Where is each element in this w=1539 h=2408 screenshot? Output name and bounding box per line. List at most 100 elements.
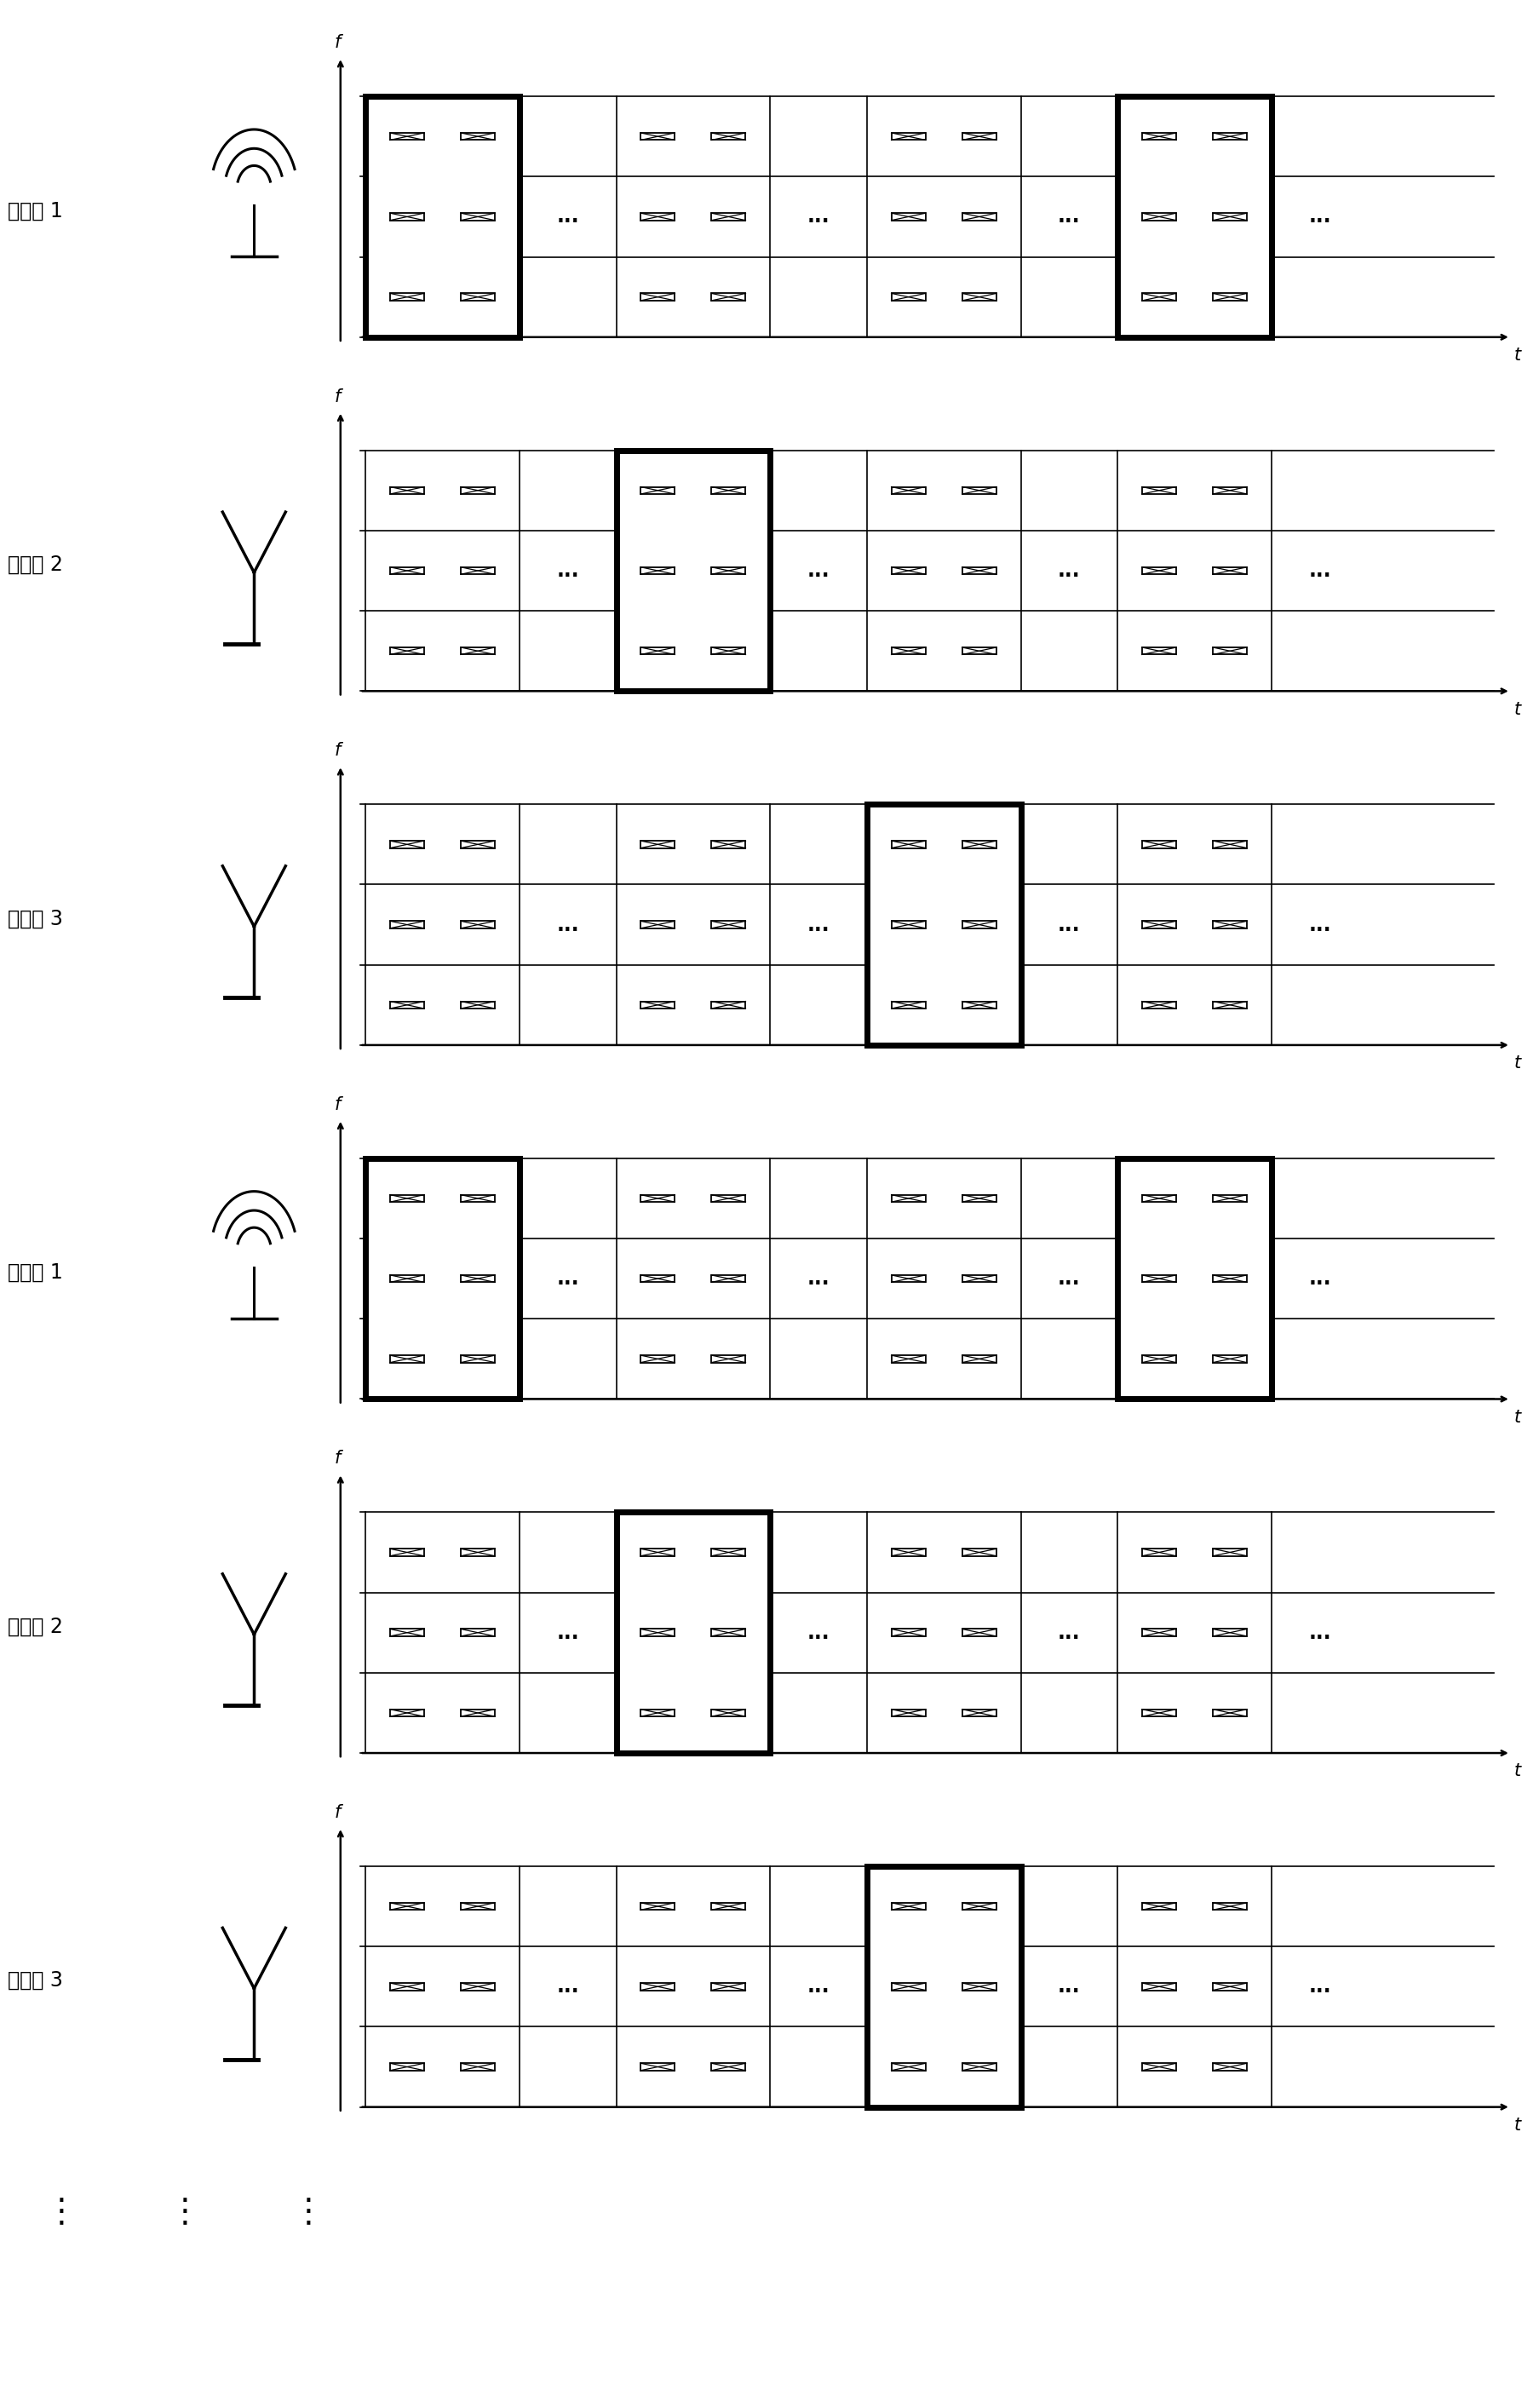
Bar [962, 1548, 996, 1556]
Bar [1142, 1710, 1176, 1717]
Bar [365, 1158, 519, 1399]
Bar [891, 1548, 925, 1556]
Bar [711, 486, 745, 494]
Bar [640, 648, 674, 655]
Bar [640, 1548, 674, 1556]
Bar [1142, 566, 1176, 576]
Bar [616, 1512, 770, 1753]
Bar [891, 214, 925, 222]
Bar [1213, 132, 1247, 140]
Text: ...: ... [556, 1269, 579, 1288]
Bar [891, 1902, 925, 1910]
Text: t: t [1513, 701, 1521, 718]
Bar [460, 1002, 494, 1009]
Bar [711, 214, 745, 222]
Bar [1142, 1628, 1176, 1637]
Bar [891, 294, 925, 301]
Bar [891, 1902, 925, 1910]
Bar [711, 1984, 745, 1989]
Bar [891, 1002, 925, 1009]
Bar [640, 486, 674, 494]
Text: ...: ... [556, 561, 579, 580]
Text: f: f [334, 388, 340, 405]
Bar [389, 294, 423, 301]
Bar [1142, 294, 1176, 301]
Bar [389, 1548, 423, 1556]
Bar [460, 1276, 494, 1281]
Bar [460, 1902, 494, 1910]
Bar [891, 2064, 925, 2071]
Bar [1142, 214, 1176, 222]
Text: ...: ... [1308, 1269, 1331, 1288]
Text: ...: ... [1057, 1977, 1080, 1996]
Bar [460, 1984, 494, 1989]
Bar [389, 214, 423, 222]
Bar [640, 1902, 674, 1910]
Bar [1213, 1002, 1247, 1009]
Bar [460, 920, 494, 927]
Bar [640, 840, 674, 848]
Bar [640, 214, 674, 222]
Text: ...: ... [1057, 1269, 1080, 1288]
Bar [460, 1710, 494, 1717]
Text: 天线组 3: 天线组 3 [8, 1970, 63, 1991]
Bar [640, 294, 674, 301]
Bar [460, 486, 494, 494]
Bar [962, 1710, 996, 1717]
Text: ...: ... [806, 1977, 830, 1996]
Bar [962, 1902, 996, 1910]
Bar [1142, 1194, 1176, 1202]
Bar [389, 1984, 423, 1989]
Text: ...: ... [806, 207, 830, 226]
Bar [389, 1194, 423, 1202]
Bar [891, 920, 925, 927]
Text: t: t [1513, 1763, 1521, 1780]
Bar [962, 214, 996, 222]
Bar [389, 1002, 423, 1009]
Bar [640, 1628, 674, 1637]
Text: ...: ... [556, 207, 579, 226]
Bar [460, 566, 494, 576]
Bar [891, 1628, 925, 1637]
Bar [1213, 1902, 1247, 1910]
Bar [1142, 840, 1176, 848]
Bar [891, 1710, 925, 1717]
Bar [1213, 1276, 1247, 1281]
Bar [891, 840, 925, 848]
Text: f: f [334, 1450, 340, 1466]
Text: ...: ... [806, 1269, 830, 1288]
Bar [1213, 840, 1247, 848]
Bar [389, 132, 423, 140]
Bar [1142, 1902, 1176, 1910]
Bar [460, 2064, 494, 2071]
Text: ...: ... [1308, 207, 1331, 226]
Bar [640, 486, 674, 494]
Text: t: t [1513, 1409, 1521, 1426]
Bar [866, 1866, 1020, 2107]
Text: ⋮: ⋮ [291, 2196, 325, 2227]
Bar [962, 1902, 996, 1910]
Bar [640, 1710, 674, 1717]
Bar [962, 1984, 996, 1989]
Bar [389, 1276, 423, 1281]
Bar [1213, 920, 1247, 927]
Bar [1142, 1356, 1176, 1363]
Bar [389, 1356, 423, 1363]
Bar [891, 920, 925, 927]
Bar [962, 1984, 996, 1989]
Text: ...: ... [556, 915, 579, 934]
Bar [1213, 1548, 1247, 1556]
Bar [460, 1194, 494, 1202]
Text: 天线组 2: 天线组 2 [8, 554, 63, 576]
Bar [1213, 132, 1247, 140]
Text: f: f [334, 34, 340, 51]
Bar [1142, 2064, 1176, 2071]
Bar [616, 450, 770, 691]
Bar [866, 804, 1020, 1045]
Bar [389, 1628, 423, 1637]
Bar [962, 1194, 996, 1202]
Bar [1213, 1356, 1247, 1363]
Bar [891, 648, 925, 655]
Bar [389, 1710, 423, 1717]
Bar [389, 1356, 423, 1363]
